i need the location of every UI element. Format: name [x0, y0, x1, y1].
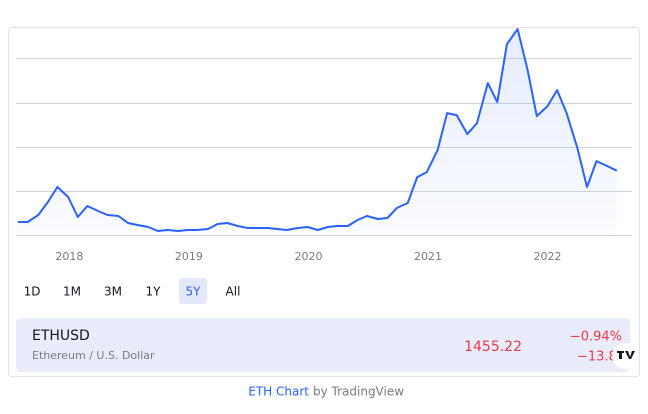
- footer-link[interactable]: ETH Chart: [248, 385, 309, 399]
- footer-by: by TradingView: [313, 385, 404, 399]
- range-button[interactable]: 3M: [104, 285, 122, 299]
- description: Ethereum / U.S. Dollar: [32, 349, 155, 362]
- symbol: ETHUSD: [32, 328, 90, 344]
- quote-panel: [16, 318, 630, 372]
- range-button[interactable]: 5Y: [186, 285, 202, 299]
- tv-logo-bg: [612, 343, 638, 369]
- range-buttons: 1D 1M 3M 1Y 5Y All: [24, 278, 241, 304]
- change-clip: −13.8: [577, 350, 617, 365]
- area-fill: [18, 29, 617, 235]
- range-active-bg: [179, 278, 207, 304]
- plot: 2018 2019 2020 2021 2022: [16, 28, 632, 263]
- tv-logo[interactable]: [617, 351, 635, 359]
- change: −13.8: [577, 350, 617, 365]
- x-tick-label: 2021: [414, 250, 442, 263]
- price-line: [18, 28, 618, 232]
- range-button[interactable]: 1M: [63, 285, 81, 299]
- x-tick-label: 2020: [294, 250, 322, 263]
- change-percent: −0.94%: [570, 330, 622, 345]
- x-tick-label: 2018: [55, 250, 83, 263]
- range-button[interactable]: 1D: [24, 285, 41, 299]
- price: 1455.22: [464, 339, 522, 355]
- x-tick-label: 2019: [175, 250, 203, 263]
- range-button[interactable]: 1Y: [146, 285, 162, 299]
- x-tick-label: 2022: [534, 250, 562, 263]
- range-button[interactable]: All: [226, 285, 241, 299]
